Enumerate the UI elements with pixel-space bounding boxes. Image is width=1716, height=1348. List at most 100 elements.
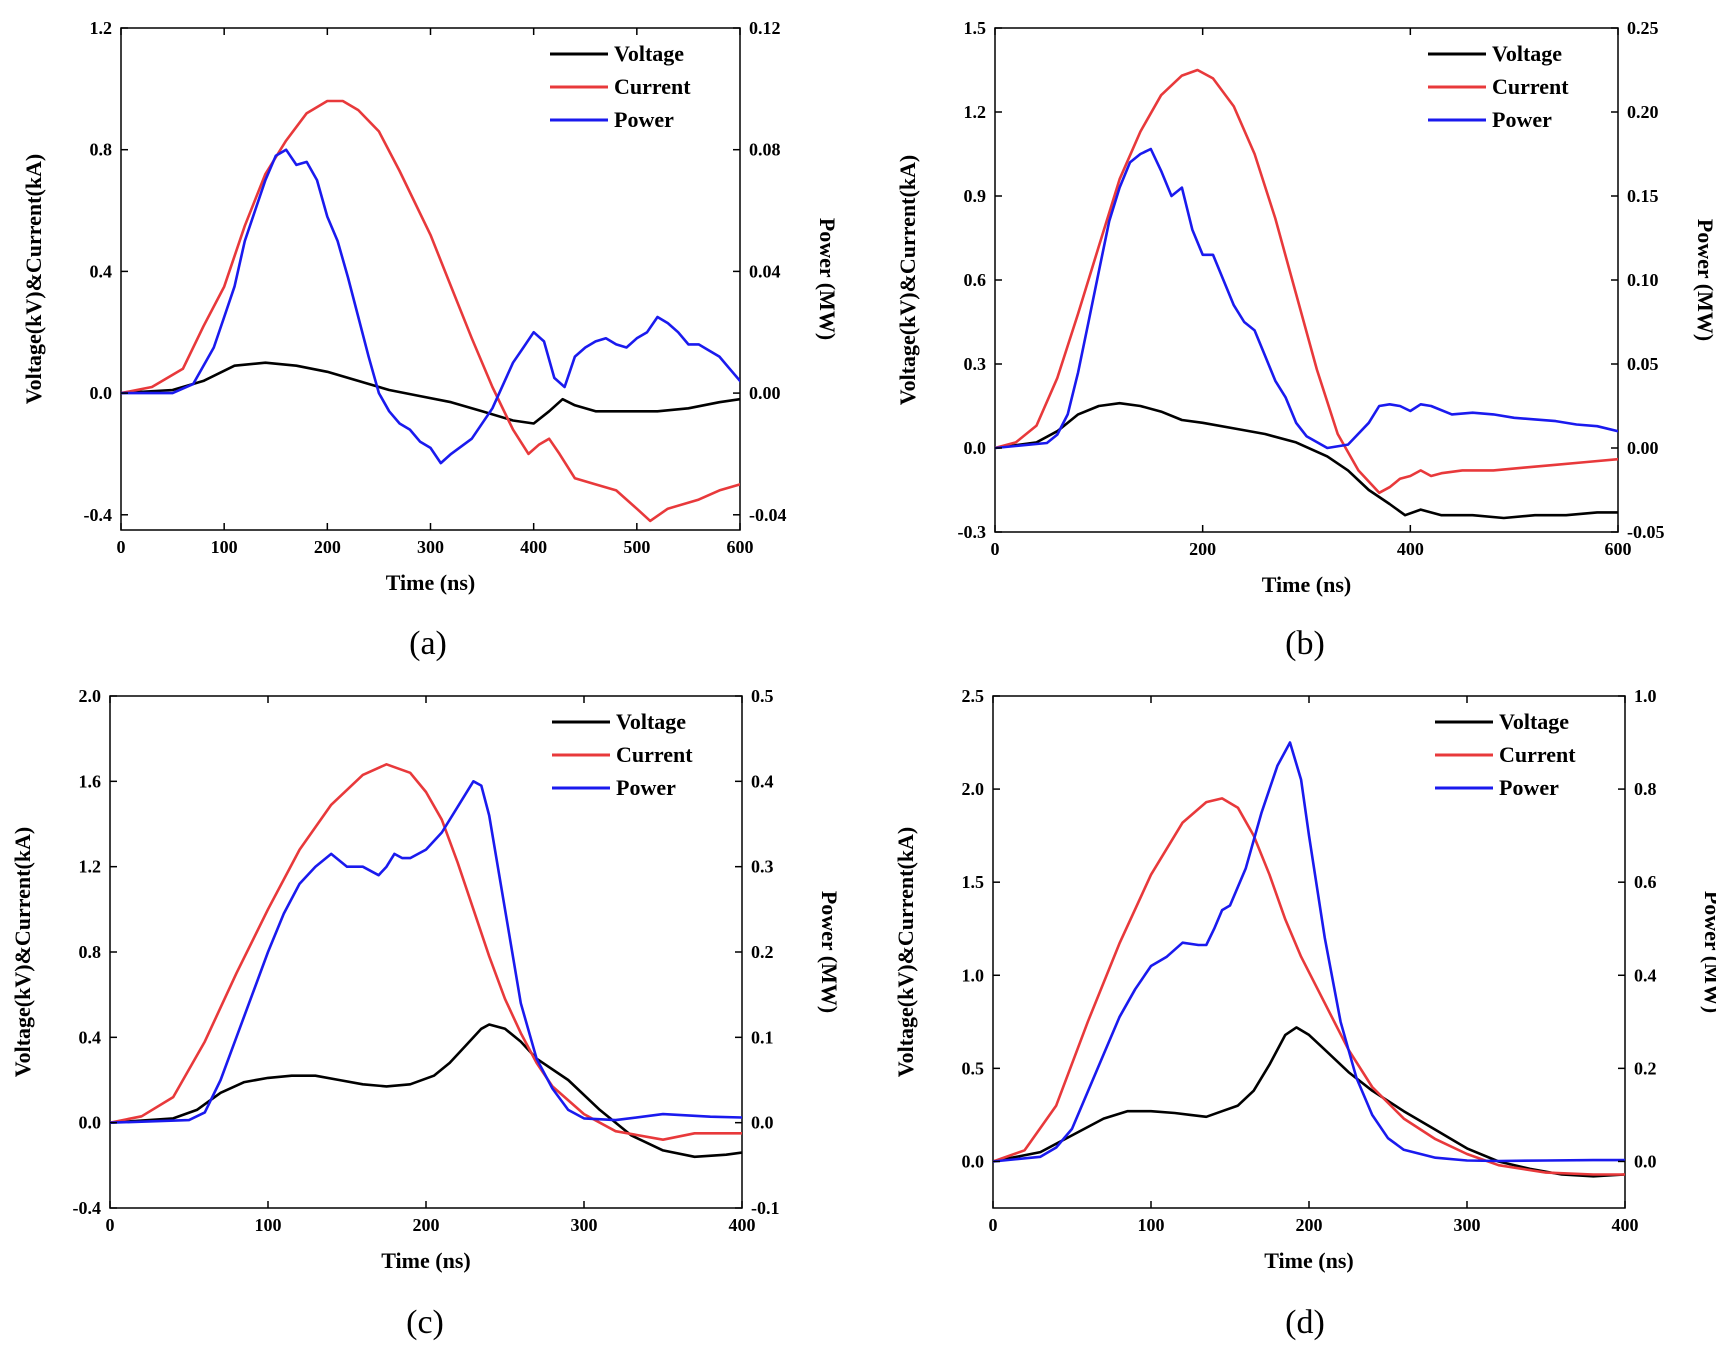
panel-d-y2tick-label: 0.2 bbox=[1634, 1058, 1657, 1078]
panel-c-xlabel: Time (ns) bbox=[381, 1248, 470, 1273]
panel-d-plot-frame bbox=[992, 695, 1626, 1209]
panel-a-legend-power: Power bbox=[614, 107, 674, 132]
panel-c-ytick-label: 1.6 bbox=[79, 771, 102, 791]
panel-caption-d: (d) bbox=[1285, 1304, 1325, 1341]
panel-b-y2tick-label: 0.15 bbox=[1627, 186, 1659, 206]
panel-a-series-voltage bbox=[121, 361, 740, 425]
panel-c-ytick-label: 1.2 bbox=[79, 857, 102, 877]
panel-b-y2label: Power (MW) bbox=[1693, 219, 1716, 341]
panel-c-xtick-label: 0 bbox=[106, 1215, 115, 1235]
panel-a-y2tick-label: -0.04 bbox=[749, 505, 787, 525]
panel-caption-a: (a) bbox=[409, 625, 447, 662]
panel-a-plot-frame bbox=[120, 27, 741, 531]
panel-d-ytick-label: 2.0 bbox=[962, 779, 985, 799]
panel-d-legend-power: Power bbox=[1499, 775, 1559, 800]
panel-a-ytick-label: 0.8 bbox=[90, 140, 113, 160]
panel-c-ytick-label: 0.8 bbox=[79, 942, 102, 962]
panel-d-ytick-label: 1.5 bbox=[962, 872, 985, 892]
panel-b-xtick-label: 0 bbox=[991, 539, 1000, 559]
panel-caption-c: (c) bbox=[406, 1304, 444, 1341]
panel-a-xtick-label: 300 bbox=[417, 537, 444, 557]
panel-b-ytick-label: 0.0 bbox=[964, 438, 987, 458]
panel-a-xlabel: Time (ns) bbox=[386, 570, 475, 595]
panel-c-xtick-label: 400 bbox=[729, 1215, 756, 1235]
panel-a-xtick-label: 600 bbox=[727, 537, 754, 557]
panel-c-y2tick-label: -0.1 bbox=[751, 1198, 780, 1218]
panel-a-ytick-label: -0.4 bbox=[84, 505, 113, 525]
panel-b-xtick-label: 400 bbox=[1397, 539, 1424, 559]
panel-d-series-voltage bbox=[993, 1026, 1625, 1178]
panel-b-ytick-label: 1.5 bbox=[964, 18, 987, 38]
panel-a-xtick-label: 400 bbox=[520, 537, 547, 557]
panel-b-legend-voltage: Voltage bbox=[1492, 41, 1562, 66]
panel-d-legend-current: Current bbox=[1499, 742, 1576, 767]
panel-c-plot-frame bbox=[109, 695, 743, 1209]
panel-c-ytick-label: 0.0 bbox=[79, 1113, 102, 1133]
panel-a-y2tick-label: 0.12 bbox=[749, 18, 781, 38]
panel-d-series-power bbox=[993, 741, 1625, 1163]
panel-c-ytick-label: -0.4 bbox=[73, 1198, 102, 1218]
panel-c-y2tick-label: 0.5 bbox=[751, 686, 774, 706]
panel-d-ytick-label: 0.0 bbox=[962, 1151, 985, 1171]
panel-a-series-power bbox=[121, 148, 740, 465]
panel-a: 0 100 200 300 400 500 600 -0.4 0.0 0.4 0.8 1.2 -0.04… bbox=[21, 18, 840, 595]
panel-c: 0 100 200 300 400 -0.4 0.0 0.4 0.8 1.2 1.6 2.0 -0.1 0… bbox=[10, 686, 842, 1273]
panel-a-y2tick-label: 0.04 bbox=[749, 261, 781, 281]
panel-a-ytick-label: 0.0 bbox=[90, 383, 113, 403]
panel-d-xlabel: Time (ns) bbox=[1264, 1248, 1353, 1273]
panel-b-series-current bbox=[995, 68, 1618, 495]
panel-c-ytick-label: 0.4 bbox=[79, 1027, 102, 1047]
panel-a-y2tick-label: 0.08 bbox=[749, 140, 781, 160]
panel-c-legend-voltage: Voltage bbox=[616, 709, 686, 734]
panel-b-legend-current: Current bbox=[1492, 74, 1569, 99]
panel-b-ytick-label: 0.3 bbox=[964, 354, 987, 374]
panel-b-ylabel: Voltage(kV)&Current(kA) bbox=[895, 155, 920, 406]
panel-b-y2tick-label: 0.00 bbox=[1627, 438, 1659, 458]
panel-d-ylabel: Voltage(kV)&Current(kA) bbox=[893, 827, 918, 1078]
panel-d-y2tick-label: 0.4 bbox=[1634, 965, 1657, 985]
panel-d-ytick-label: 1.0 bbox=[962, 965, 985, 985]
panel-b-xtick-label: 200 bbox=[1189, 539, 1216, 559]
panel-b-series-voltage bbox=[995, 401, 1618, 520]
panel-c-y2tick-label: 0.1 bbox=[751, 1027, 774, 1047]
panel-b-xtick-label: 600 bbox=[1605, 539, 1632, 559]
panel-b-y2tick-label: 0.05 bbox=[1627, 354, 1659, 374]
panel-d-y2tick-label: 1.0 bbox=[1634, 686, 1657, 706]
panel-b-ytick-label: 1.2 bbox=[964, 102, 987, 122]
panel-c-y2tick-label: 0.3 bbox=[751, 857, 774, 877]
panel-d-ytick-label: 2.5 bbox=[962, 686, 985, 706]
panel-c-xtick-label: 100 bbox=[255, 1215, 282, 1235]
panel-a-y2tick-label: 0.00 bbox=[749, 383, 781, 403]
panel-a-legend-voltage: Voltage bbox=[614, 41, 684, 66]
panel-d-y2label: Power (MW) bbox=[1700, 891, 1716, 1013]
panel-c-xtick-label: 300 bbox=[571, 1215, 598, 1235]
panel-b-xlabel: Time (ns) bbox=[1262, 572, 1351, 597]
panel-b-ytick-label: -0.3 bbox=[958, 522, 987, 542]
panel-a-xtick-label: 500 bbox=[623, 537, 650, 557]
panel-d-xtick-label: 300 bbox=[1454, 1215, 1481, 1235]
panel-c-legend-current: Current bbox=[616, 742, 693, 767]
panel-a-ylabel: Voltage(kV)&Current(kA) bbox=[21, 154, 46, 405]
panel-a-ytick-label: 1.2 bbox=[90, 18, 113, 38]
panel-d-y2tick-label: 0.0 bbox=[1634, 1151, 1657, 1171]
panel-b: 0 200 400 600 -0.3 0.0 0.3 0.6 0.9 1.2 1.5 -0.05 0.0… bbox=[895, 18, 1716, 597]
panel-b-ytick-label: 0.6 bbox=[964, 270, 987, 290]
panel-b-legend-power: Power bbox=[1492, 107, 1552, 132]
panel-c-series-current bbox=[110, 763, 742, 1141]
panel-b-ytick-label: 0.9 bbox=[964, 186, 987, 206]
panel-c-y2label: Power (MW) bbox=[817, 891, 842, 1013]
panel-caption-b: (b) bbox=[1285, 625, 1325, 662]
panel-d-xtick-label: 200 bbox=[1296, 1215, 1323, 1235]
panel-a-series-current bbox=[121, 99, 740, 523]
panel-b-y2tick-label: -0.05 bbox=[1627, 522, 1665, 542]
panel-c-series-voltage bbox=[110, 1023, 742, 1159]
panel-b-y2tick-label: 0.10 bbox=[1627, 270, 1659, 290]
panel-a-xtick-label: 200 bbox=[314, 537, 341, 557]
panel-c-legend-power: Power bbox=[616, 775, 676, 800]
panel-d-xtick-label: 0 bbox=[989, 1215, 998, 1235]
panel-a-ytick-label: 0.4 bbox=[90, 261, 113, 281]
panel-a-xtick-label: 0 bbox=[117, 537, 126, 557]
panel-d-xtick-label: 100 bbox=[1138, 1215, 1165, 1235]
panel-c-y2tick-label: 0.4 bbox=[751, 771, 774, 791]
